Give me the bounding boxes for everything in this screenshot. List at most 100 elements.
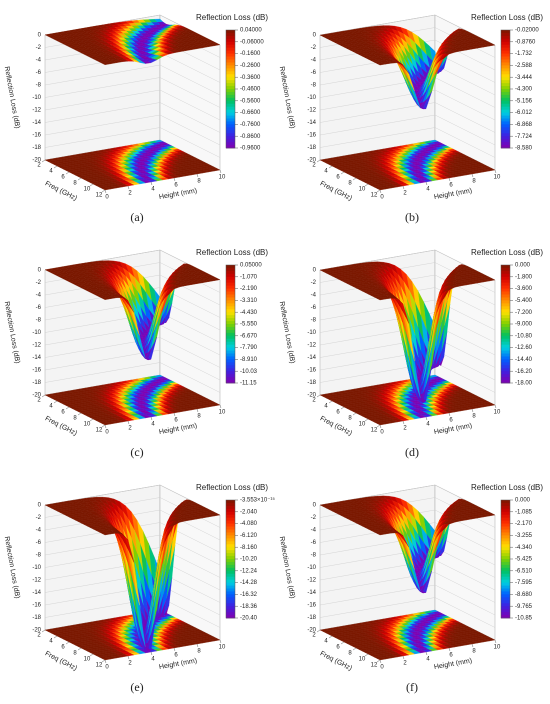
colorbar-cell — [501, 291, 510, 295]
colorbar-cell — [226, 62, 235, 66]
x-tick — [89, 653, 94, 657]
colorbar-cell — [501, 38, 510, 43]
colorbar-tick-label: -6.868 — [515, 122, 533, 128]
colorbar-cell — [501, 133, 510, 137]
x-tick — [101, 659, 106, 663]
y-axis-label: Height (mm) — [158, 188, 197, 202]
colorbar-cell — [226, 106, 235, 111]
colorbar-tick-label: -16.32 — [240, 592, 258, 598]
x-tick-label: 10 — [359, 187, 366, 193]
y-tick — [150, 416, 153, 421]
colorbar-cell — [226, 526, 235, 530]
surface — [101, 62, 112, 65]
x-tick-label: 4 — [324, 404, 328, 410]
colorbar-cell — [226, 30, 235, 34]
z-tick-label: -4 — [36, 58, 42, 64]
colorbar-cell — [501, 56, 510, 60]
colorbar-cell — [226, 109, 235, 113]
colorbar-cell — [501, 276, 510, 281]
colorbar-cell — [501, 103, 510, 108]
y-tick-label: 2 — [128, 191, 132, 197]
colorbar-cell — [226, 585, 235, 589]
x-tick — [77, 647, 82, 651]
colorbar-cell — [226, 77, 235, 81]
panel-label: (b) — [405, 210, 419, 224]
colorbar-cell — [226, 276, 235, 281]
y-tick — [173, 647, 176, 652]
colorbar-tick-label: -16.20 — [515, 369, 533, 375]
y-tick — [425, 181, 428, 186]
colorbar-cell — [226, 573, 235, 578]
y-tick-label: 10 — [494, 410, 501, 416]
colorbar-cell — [501, 306, 510, 310]
colorbar-tick-label: -0.8760 — [515, 39, 536, 45]
colorbar-tick-label: -8.910 — [240, 357, 258, 363]
colorbar-title: Reflection Loss (dB) — [471, 248, 543, 257]
colorbar-cell — [501, 44, 510, 49]
colorbar-tick-label: -6.670 — [240, 333, 258, 339]
grid-line — [44, 102, 221, 133]
colorbar-cell — [226, 294, 235, 298]
y-tick-label: 8 — [197, 179, 201, 185]
colorbar-title: Reflection Loss (dB) — [196, 483, 268, 492]
colorbar-cell — [226, 91, 235, 96]
z-tick-label: -12 — [32, 578, 41, 584]
colorbar-cell — [226, 500, 235, 504]
colorbar-tick-label: -12.24 — [240, 568, 258, 574]
colorbar-cell — [226, 374, 235, 378]
colorbar-tick-label: -18.36 — [240, 604, 258, 610]
y-tick — [448, 177, 451, 182]
colorbar-tick-label: -2.588 — [515, 63, 533, 69]
colorbar-cell — [226, 270, 235, 275]
colorbar-tick-label: -0.3600 — [240, 75, 261, 81]
colorbar-cell — [226, 59, 235, 63]
y-tick — [150, 651, 153, 656]
y-tick-label: 4 — [151, 422, 155, 428]
colorbar-cell — [226, 133, 235, 137]
colorbar-tick-label: 0.000 — [515, 263, 531, 269]
colorbar-cell — [226, 368, 235, 372]
colorbar-cell — [226, 80, 235, 84]
colorbar-tick-label: -0.06000 — [240, 39, 264, 45]
colorbar-cell — [501, 294, 510, 298]
colorbar-cell — [226, 350, 235, 354]
y-tick — [104, 189, 107, 194]
colorbar-cell — [226, 74, 235, 78]
z-tick-label: 0 — [313, 268, 317, 274]
z-tick-label: 0 — [313, 33, 317, 39]
y-tick-label: 0 — [105, 665, 109, 671]
y-tick — [219, 639, 222, 644]
y-tick-label: 0 — [380, 195, 384, 201]
z-tick-label: -8 — [311, 318, 317, 324]
colorbar-cell — [226, 329, 235, 334]
colorbar-tick-label: -8.580 — [515, 146, 533, 152]
z-tick-label: -18 — [307, 380, 316, 386]
z-tick-label: -10 — [307, 565, 316, 571]
z-tick-label: -12 — [32, 343, 41, 349]
panel-label: (c) — [130, 445, 143, 459]
grid-line — [44, 89, 221, 121]
z-axis-label: Reflection Loss (dB) — [278, 536, 296, 599]
y-tick-label: 6 — [174, 183, 178, 189]
y-tick-label: 6 — [449, 183, 453, 189]
colorbar-cell — [501, 127, 510, 131]
colorbar-cell — [226, 121, 235, 125]
colorbar-tick-label: -1.070 — [240, 274, 258, 280]
colorbar-cell — [226, 139, 235, 143]
colorbar-cell — [501, 374, 510, 378]
colorbar-cell — [226, 609, 235, 613]
z-tick-label: -16 — [32, 133, 41, 139]
y-tick — [471, 173, 474, 178]
colorbar-cell — [226, 553, 235, 557]
panel-label: (d) — [405, 445, 419, 459]
colorbar-cell — [226, 321, 235, 325]
y-tick — [379, 424, 382, 429]
colorbar-tick-label: -0.7600 — [240, 122, 261, 128]
colorbar-cell — [501, 353, 510, 357]
colorbar-cell — [226, 130, 235, 134]
colorbar-tick-label: -5.550 — [240, 322, 258, 328]
colorbar-tick-label: -0.02000 — [515, 28, 539, 34]
y-tick-label: 6 — [174, 653, 178, 659]
colorbar-tick-label: -3.444 — [515, 75, 533, 81]
z-tick-label: 0 — [38, 268, 42, 274]
